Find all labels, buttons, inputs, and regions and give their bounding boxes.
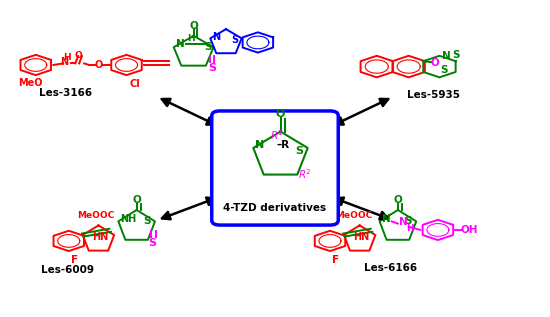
Text: MeOOC: MeOOC (336, 211, 373, 220)
FancyBboxPatch shape (212, 111, 338, 225)
Text: S: S (204, 42, 212, 52)
Text: O: O (133, 195, 141, 205)
Text: –R: –R (277, 140, 290, 150)
Text: S: S (440, 65, 447, 75)
Text: H: H (188, 34, 195, 43)
Text: S: S (148, 238, 157, 248)
Text: HN: HN (92, 232, 108, 242)
Text: O: O (74, 51, 82, 60)
Text: F: F (71, 255, 78, 265)
Text: Les-6166: Les-6166 (364, 263, 417, 274)
Text: $R^2$: $R^2$ (298, 167, 312, 181)
Text: H: H (406, 224, 414, 233)
Text: F: F (332, 255, 339, 265)
Text: O: O (276, 109, 285, 119)
Text: MeOOC: MeOOC (77, 211, 114, 220)
Text: N: N (399, 217, 408, 227)
Text: S: S (404, 217, 412, 226)
Text: S: S (295, 146, 304, 156)
Text: NH: NH (120, 214, 136, 224)
Text: S: S (143, 217, 151, 226)
Text: H: H (63, 53, 70, 61)
Text: N: N (60, 57, 68, 67)
Text: Les-3166: Les-3166 (40, 87, 92, 98)
Text: $R^1$: $R^1$ (271, 128, 284, 142)
Text: O: O (189, 21, 198, 31)
Text: N: N (212, 32, 220, 42)
Text: S: S (232, 35, 239, 45)
Text: Cl: Cl (129, 79, 140, 89)
Text: OH: OH (460, 225, 478, 235)
Text: Les-6009: Les-6009 (41, 265, 94, 275)
Text: N: N (255, 140, 265, 151)
Text: N: N (176, 39, 185, 49)
Text: HN: HN (354, 232, 370, 242)
Text: 4-TZD derivatives: 4-TZD derivatives (223, 203, 327, 213)
Text: O: O (95, 60, 103, 70)
Text: Les-5935: Les-5935 (408, 90, 460, 100)
Text: O: O (394, 195, 402, 205)
Text: MeO: MeO (18, 78, 42, 88)
Text: O: O (431, 58, 440, 68)
Text: S: S (452, 50, 459, 60)
Text: S: S (208, 62, 217, 73)
Text: N: N (382, 214, 390, 224)
Text: N: N (442, 51, 450, 61)
